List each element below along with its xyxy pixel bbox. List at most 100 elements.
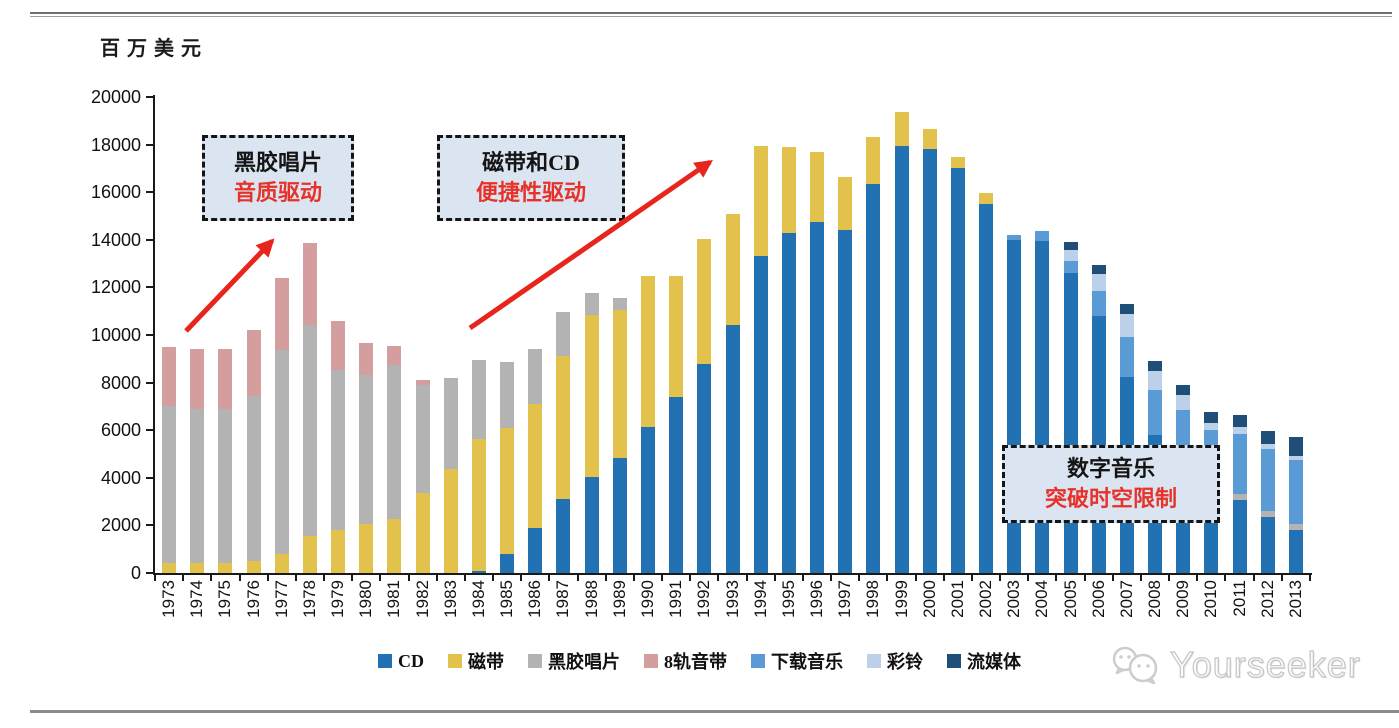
annotation-digital-era: 数字音乐 突破时空限制 (1002, 445, 1220, 523)
x-tick (463, 575, 466, 581)
bar-1985-黑胶唱片 (500, 362, 515, 428)
annotation-subtitle: 便捷性驱动 (475, 180, 586, 205)
legend-label: 下载音乐 (771, 652, 843, 672)
y-tick (146, 96, 154, 98)
x-tick-label-1995: 1995 (778, 580, 798, 618)
bar-2000-磁带 (922, 129, 937, 150)
y-tick-label: 20000 (90, 87, 141, 107)
y-tick-label: 0 (130, 563, 141, 583)
legend-item-下载音乐: 下载音乐 (751, 648, 843, 674)
y-tick (146, 381, 154, 384)
x-tick (407, 575, 410, 581)
annotation-title: 数字音乐 (1066, 456, 1155, 481)
bar-1982-8轨音带 (415, 380, 430, 385)
bar-1980-黑胶唱片 (359, 375, 374, 525)
bar-1979-黑胶唱片 (331, 369, 346, 531)
x-tick-label-1989: 1989 (609, 580, 629, 618)
x-tick-label-2001: 2001 (947, 580, 967, 618)
x-tick (604, 575, 607, 581)
bar-1975-磁带 (218, 563, 233, 573)
x-tick (1027, 575, 1030, 581)
top-divider (30, 12, 1392, 17)
legend-label: 磁带 (468, 652, 504, 672)
bar-1986-黑胶唱片 (528, 349, 543, 404)
bar-1989-CD (612, 457, 627, 573)
bar-2013-下载音乐 (1288, 459, 1303, 525)
bar-1990-CD (640, 426, 655, 573)
bar-2013-黑胶唱片 (1288, 524, 1303, 531)
bar-1994-磁带 (753, 145, 768, 257)
x-tick (323, 575, 326, 581)
x-tick (1055, 575, 1058, 581)
bar-1976-黑胶唱片 (246, 395, 261, 562)
x-tick (970, 575, 973, 581)
bar-2008-流媒体 (1148, 361, 1163, 371)
bar-1990-磁带 (640, 275, 655, 427)
bar-2002-CD (979, 204, 994, 573)
bar-1979-8轨音带 (331, 320, 346, 370)
x-tick (435, 575, 438, 581)
x-tick (830, 575, 833, 581)
legend-label: 8轨音带 (664, 652, 727, 672)
bar-2008-下载音乐 (1148, 389, 1163, 435)
x-tick-label-2010: 2010 (1201, 580, 1221, 618)
x-tick-label-1986: 1986 (525, 580, 545, 618)
y-tick (146, 143, 154, 146)
legend-swatch (751, 654, 765, 668)
x-tick (1168, 575, 1171, 581)
bar-1977-黑胶唱片 (274, 350, 289, 554)
x-tick-label-2003: 2003 (1004, 580, 1024, 618)
bar-1975-8轨音带 (218, 349, 233, 409)
bar-2013-CD (1288, 530, 1303, 573)
x-tick-label-1991: 1991 (666, 580, 686, 618)
bar-1987-磁带 (556, 356, 571, 500)
x-tick-label-1990: 1990 (637, 580, 657, 618)
y-tick (146, 572, 154, 574)
bar-1979-磁带 (331, 530, 346, 573)
bar-1999-磁带 (894, 112, 909, 146)
x-tick (182, 575, 185, 581)
x-tick-label-2004: 2004 (1032, 580, 1052, 618)
bar-1977-磁带 (274, 553, 289, 573)
bar-2003-CD (1007, 239, 1022, 573)
bar-1987-CD (556, 499, 571, 573)
bar-2001-磁带 (950, 156, 965, 169)
x-tick-label-1982: 1982 (412, 580, 432, 618)
bar-2012-下载音乐 (1260, 449, 1275, 512)
annotation-subtitle: 突破时空限制 (1044, 486, 1177, 511)
x-tick-label-2008: 2008 (1145, 580, 1165, 618)
x-tick (1280, 575, 1283, 581)
watermark: Yourseeker (1108, 642, 1361, 688)
bar-1984-磁带 (471, 438, 486, 571)
bar-1978-8轨音带 (302, 243, 317, 326)
x-tick (801, 575, 804, 581)
bar-1997-磁带 (838, 176, 853, 231)
bar-1981-黑胶唱片 (387, 364, 402, 520)
x-tick-label-1977: 1977 (271, 580, 291, 618)
y-axis-unit-label: 百万美元 (100, 38, 208, 60)
y-tick-label: 14000 (90, 229, 141, 250)
x-tick-label-2006: 2006 (1088, 580, 1108, 618)
bar-1993-CD (725, 325, 740, 573)
x-tick-label-1984: 1984 (468, 580, 488, 618)
bar-1988-黑胶唱片 (584, 293, 599, 315)
legend-label: 彩铃 (887, 652, 923, 672)
bar-2004-CD (1035, 240, 1050, 573)
legend-swatch (867, 654, 881, 668)
x-tick-label-2013: 2013 (1285, 580, 1305, 618)
bar-1974-8轨音带 (190, 349, 205, 409)
bar-1989-磁带 (612, 310, 627, 458)
y-tick (146, 476, 154, 479)
bar-1976-磁带 (246, 561, 261, 573)
bar-1984-CD (471, 570, 486, 573)
legend-item-黑胶唱片: 黑胶唱片 (528, 648, 620, 674)
x-tick-label-1988: 1988 (581, 580, 601, 618)
legend-item-彩铃: 彩铃 (867, 648, 923, 674)
y-tick (146, 429, 154, 432)
bar-2010-流媒体 (1204, 412, 1219, 424)
x-tick-label-2002: 2002 (976, 580, 996, 618)
bar-2007-下载音乐 (1119, 337, 1134, 377)
bar-2012-流媒体 (1260, 431, 1275, 445)
bar-2001-CD (950, 168, 965, 573)
x-tick (858, 575, 861, 581)
